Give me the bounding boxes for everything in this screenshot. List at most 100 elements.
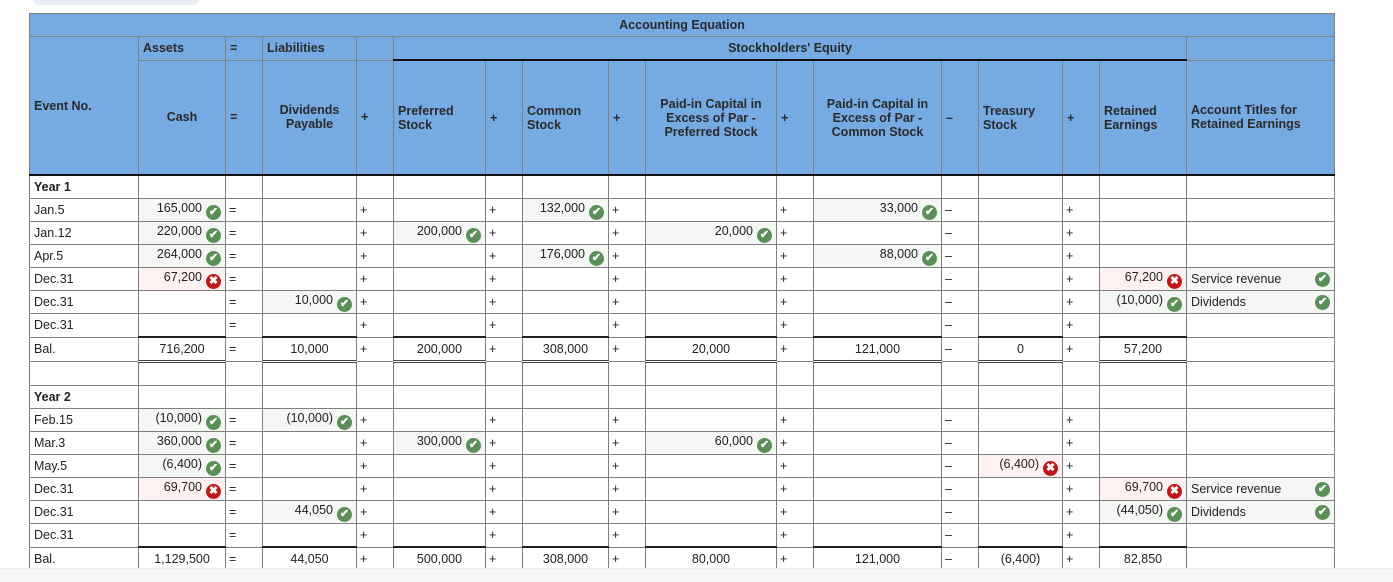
- cash-cell[interactable]: 67,200 ✖: [138, 267, 226, 291]
- cash-cell[interactable]: [138, 313, 226, 338]
- pic-preferred-cell[interactable]: [645, 267, 777, 291]
- common-stock-cell[interactable]: 132,000 ✔: [522, 198, 609, 222]
- retained-earnings-cell[interactable]: [1099, 431, 1187, 455]
- treasury-stock-cell[interactable]: [978, 221, 1063, 245]
- cash-cell[interactable]: 264,000 ✔: [138, 244, 226, 268]
- dividends-payable-cell[interactable]: 10,000 ✔: [262, 290, 357, 314]
- preferred-stock-cell[interactable]: [393, 477, 486, 501]
- treasury-stock-cell[interactable]: (6,400) ✖: [978, 454, 1063, 478]
- treasury-stock-cell[interactable]: [978, 198, 1063, 222]
- preferred-stock-cell[interactable]: [393, 244, 486, 268]
- dividends-payable-cell[interactable]: [262, 244, 357, 268]
- preferred-stock-cell[interactable]: [393, 500, 486, 524]
- pic-preferred-cell[interactable]: [645, 477, 777, 501]
- common-stock-cell[interactable]: [522, 477, 609, 501]
- retained-earnings-cell[interactable]: [1099, 313, 1187, 338]
- cash-cell[interactable]: 360,000 ✔: [138, 431, 226, 455]
- retained-earnings-cell[interactable]: [1099, 454, 1187, 478]
- account-title-cell[interactable]: [1186, 244, 1335, 268]
- pic-common-cell[interactable]: [813, 477, 942, 501]
- pic-common-cell[interactable]: [813, 408, 942, 432]
- treasury-stock-cell[interactable]: [978, 313, 1063, 338]
- account-title-cell[interactable]: [1186, 221, 1335, 245]
- pic-preferred-cell[interactable]: [645, 408, 777, 432]
- retained-earnings-cell[interactable]: [1099, 244, 1187, 268]
- account-title-cell[interactable]: [1186, 408, 1335, 432]
- dividends-payable-cell[interactable]: [262, 267, 357, 291]
- common-stock-cell[interactable]: [522, 313, 609, 338]
- retained-earnings-cell[interactable]: (10,000) ✔: [1099, 290, 1187, 314]
- retained-earnings-cell[interactable]: [1099, 221, 1187, 245]
- pic-preferred-cell[interactable]: [645, 313, 777, 338]
- treasury-stock-cell[interactable]: [978, 431, 1063, 455]
- pic-preferred-cell[interactable]: 60,000 ✔: [645, 431, 777, 455]
- cash-cell[interactable]: [138, 523, 226, 548]
- pic-common-cell[interactable]: [813, 290, 942, 314]
- account-title-cell[interactable]: [1186, 313, 1335, 338]
- cash-cell[interactable]: [138, 290, 226, 314]
- retained-earnings-cell[interactable]: [1099, 408, 1187, 432]
- account-title-cell[interactable]: [1186, 454, 1335, 478]
- preferred-stock-cell[interactable]: [393, 290, 486, 314]
- preferred-stock-cell[interactable]: [393, 313, 486, 338]
- pic-common-cell[interactable]: [813, 454, 942, 478]
- dividends-payable-cell[interactable]: 44,050 ✔: [262, 500, 357, 524]
- dividends-payable-cell[interactable]: [262, 198, 357, 222]
- pic-common-cell[interactable]: [813, 431, 942, 455]
- treasury-stock-cell[interactable]: [978, 523, 1063, 548]
- retained-earnings-cell[interactable]: (44,050) ✔: [1099, 500, 1187, 524]
- treasury-stock-cell[interactable]: [978, 244, 1063, 268]
- pic-preferred-cell[interactable]: 20,000 ✔: [645, 221, 777, 245]
- cash-cell[interactable]: 220,000 ✔: [138, 221, 226, 245]
- common-stock-cell[interactable]: [522, 408, 609, 432]
- cash-cell[interactable]: 69,700 ✖: [138, 477, 226, 501]
- preferred-stock-cell[interactable]: [393, 408, 486, 432]
- dividends-payable-cell[interactable]: [262, 477, 357, 501]
- common-stock-cell[interactable]: [522, 523, 609, 548]
- account-title-cell[interactable]: [1186, 431, 1335, 455]
- pic-preferred-cell[interactable]: [645, 500, 777, 524]
- account-title-cell[interactable]: Dividends ✔: [1186, 290, 1335, 314]
- dividends-payable-cell[interactable]: [262, 221, 357, 245]
- account-title-cell[interactable]: [1186, 523, 1335, 548]
- preferred-stock-cell[interactable]: [393, 267, 486, 291]
- common-stock-cell[interactable]: [522, 500, 609, 524]
- preferred-stock-cell[interactable]: [393, 454, 486, 478]
- preferred-stock-cell[interactable]: 300,000 ✔: [393, 431, 486, 455]
- cash-cell[interactable]: 165,000 ✔: [138, 198, 226, 222]
- common-stock-cell[interactable]: [522, 454, 609, 478]
- pic-preferred-cell[interactable]: [645, 198, 777, 222]
- retained-earnings-cell[interactable]: 67,200 ✖: [1099, 267, 1187, 291]
- treasury-stock-cell[interactable]: [978, 500, 1063, 524]
- dividends-payable-cell[interactable]: [262, 523, 357, 548]
- treasury-stock-cell[interactable]: [978, 408, 1063, 432]
- retained-earnings-cell[interactable]: 69,700 ✖: [1099, 477, 1187, 501]
- pic-preferred-cell[interactable]: [645, 244, 777, 268]
- treasury-stock-cell[interactable]: [978, 290, 1063, 314]
- pic-preferred-cell[interactable]: [645, 454, 777, 478]
- account-title-cell[interactable]: Service revenue ✔: [1186, 267, 1335, 291]
- treasury-stock-cell[interactable]: [978, 267, 1063, 291]
- common-stock-cell[interactable]: [522, 431, 609, 455]
- pic-common-cell[interactable]: [813, 221, 942, 245]
- common-stock-cell[interactable]: [522, 267, 609, 291]
- treasury-stock-cell[interactable]: [978, 477, 1063, 501]
- account-title-cell[interactable]: [1186, 198, 1335, 222]
- retained-earnings-cell[interactable]: [1099, 523, 1187, 548]
- common-stock-cell[interactable]: 176,000 ✔: [522, 244, 609, 268]
- account-title-cell[interactable]: Dividends ✔: [1186, 500, 1335, 524]
- pic-common-cell[interactable]: [813, 267, 942, 291]
- dividends-payable-cell[interactable]: [262, 431, 357, 455]
- dividends-payable-cell[interactable]: (10,000) ✔: [262, 408, 357, 432]
- pic-common-cell[interactable]: [813, 500, 942, 524]
- dividends-payable-cell[interactable]: [262, 313, 357, 338]
- cash-cell[interactable]: (10,000) ✔: [138, 408, 226, 432]
- pic-common-cell[interactable]: 88,000 ✔: [813, 244, 942, 268]
- pic-preferred-cell[interactable]: [645, 523, 777, 548]
- pic-preferred-cell[interactable]: [645, 290, 777, 314]
- preferred-stock-cell[interactable]: [393, 523, 486, 548]
- preferred-stock-cell[interactable]: [393, 198, 486, 222]
- cash-cell[interactable]: [138, 500, 226, 524]
- pic-common-cell[interactable]: [813, 313, 942, 338]
- retained-earnings-cell[interactable]: [1099, 198, 1187, 222]
